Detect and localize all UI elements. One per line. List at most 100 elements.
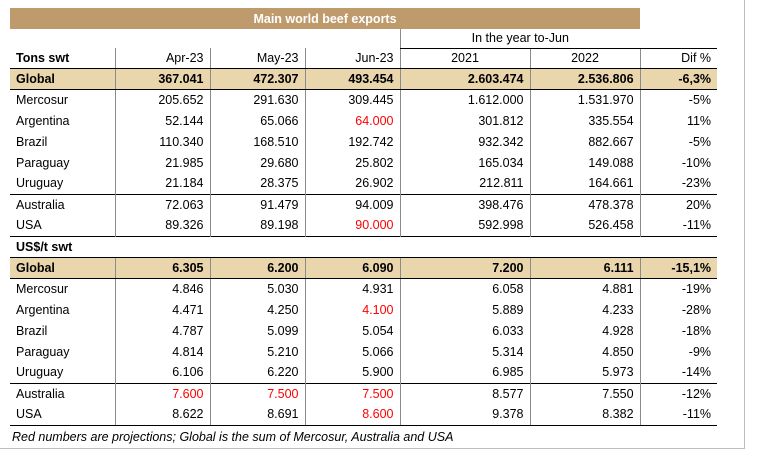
- value-cell: 90.000: [304, 215, 400, 236]
- value-cell: 4.250: [209, 299, 305, 320]
- table-row-paraguay: Paraguay 21.985 29.680 25.802 165.034 149.088…: [10, 152, 718, 173]
- value-cell: 89.326: [114, 215, 210, 236]
- value-cell: 4.931: [304, 278, 400, 299]
- value-cell: 8.577: [399, 382, 530, 404]
- value-cell: 4.850: [529, 341, 641, 362]
- table-row-brazil: Brazil 4.787 5.099 5.054 6.033 4.928 -18%: [10, 320, 718, 341]
- value-cell: -23%: [639, 173, 718, 194]
- value-cell: 301.812: [399, 110, 530, 131]
- value-cell: 4.928: [529, 320, 641, 341]
- subheader-blank: [10, 29, 400, 48]
- row-label: USA: [16, 218, 42, 233]
- row-label: Australia: [10, 193, 115, 215]
- value-cell: 25.802: [304, 152, 400, 173]
- value-cell: 6.033: [399, 320, 530, 341]
- value-cell: 91.479: [209, 193, 305, 215]
- value-cell: 493.454: [304, 67, 400, 90]
- table-row-usa: USA 89.326 89.198 90.000 592.998 526.458 -11%: [10, 215, 718, 236]
- row-label: Uruguay: [16, 176, 64, 191]
- row-label: Mercosur: [16, 281, 69, 296]
- value-cell: 205.652: [114, 89, 210, 110]
- value-cell: -5%: [639, 89, 718, 110]
- value-cell: 309.445: [304, 89, 400, 110]
- title-row: Main world beef exports: [10, 8, 717, 29]
- pane-edge-vertical: [744, 0, 745, 449]
- row-label: Uruguay: [16, 365, 64, 380]
- value-cell: 7.200: [399, 256, 530, 279]
- value-cell: 5.030: [209, 278, 305, 299]
- value-cell: 4.233: [529, 299, 641, 320]
- value-cell: 192.742: [304, 131, 400, 152]
- value-cell: 7.600: [114, 382, 210, 404]
- table-row-australia: Australia 7.600 7.500 7.500 8.577 7.550 -12%: [10, 382, 718, 404]
- value-cell: 932.342: [399, 131, 530, 152]
- value-cell: 398.476: [399, 193, 530, 215]
- value-cell: 165.034: [399, 152, 530, 173]
- value-cell: 291.630: [209, 89, 305, 110]
- table-row-mercosur: Mercosur 205.652 291.630 309.445 1.612.000 1.…: [10, 89, 718, 110]
- value-cell: 65.066: [209, 110, 305, 131]
- table-row-argentina: Argentina 4.471 4.250 4.100 5.889 4.233 -28%: [10, 299, 718, 320]
- value-cell: 29.680: [209, 152, 305, 173]
- value-cell: 5.054: [304, 320, 400, 341]
- table-row-argentina: Argentina 52.144 65.066 64.000 301.812 335.55…: [10, 110, 718, 131]
- value-cell: 21.184: [114, 173, 210, 194]
- value-cell: 94.009: [304, 193, 400, 215]
- table-row-global: Global 6.305 6.200 6.090 7.200 6.111 -15,1%: [10, 256, 718, 279]
- value-cell: 28.375: [209, 173, 305, 194]
- value-cell: 478.378: [529, 193, 641, 215]
- value-cell: 4.471: [114, 299, 210, 320]
- value-cell: 8.622: [114, 404, 210, 426]
- row-label: Brazil: [16, 134, 48, 149]
- value-cell: 164.661: [529, 173, 641, 194]
- value-cell: -10%: [639, 152, 718, 173]
- table-title: Main world beef exports: [10, 8, 641, 29]
- col-header-dif-pct: Dif %: [639, 48, 718, 69]
- value-cell: 4.100: [304, 299, 400, 320]
- value-cell: 6.220: [209, 362, 305, 383]
- value-cell: 21.985: [114, 152, 210, 173]
- value-cell: 526.458: [529, 215, 641, 236]
- value-cell: 335.554: [529, 110, 641, 131]
- value-cell: 472.307: [209, 67, 305, 90]
- row-label: Global: [10, 67, 115, 90]
- title-gap: [640, 8, 717, 29]
- value-cell: 882.667: [529, 131, 641, 152]
- value-cell: 5.066: [304, 341, 400, 362]
- value-cell: -6,3%: [639, 67, 718, 90]
- table-row-usa: USA 8.622 8.691 8.600 9.378 8.382 -11%: [10, 404, 718, 426]
- value-cell: 72.063: [114, 193, 210, 215]
- col-header-may-23: May-23: [209, 48, 305, 69]
- value-cell: 7.550: [529, 382, 641, 404]
- row-label: Brazil: [16, 323, 48, 338]
- value-cell: 149.088: [529, 152, 641, 173]
- value-cell: 52.144: [114, 110, 210, 131]
- value-cell: 4.787: [114, 320, 210, 341]
- value-cell: 26.902: [304, 173, 400, 194]
- value-cell: 168.510: [209, 131, 305, 152]
- value-cell: 8.600: [304, 404, 400, 426]
- footnote: Red numbers are projections; Global is t…: [12, 429, 454, 444]
- pane-edge-horizontal: [0, 448, 745, 449]
- table-row-global: Global 367.041 472.307 493.454 2.603.474 2.53…: [10, 67, 718, 90]
- value-cell: -14%: [639, 362, 718, 383]
- row-label: Argentina: [16, 302, 70, 317]
- value-cell: -5%: [639, 131, 718, 152]
- row-label: Global: [10, 256, 115, 279]
- value-cell: 11%: [639, 110, 718, 131]
- value-cell: 4.814: [114, 341, 210, 362]
- value-cell: -18%: [639, 320, 718, 341]
- table-row-uruguay: Uruguay 21.184 28.375 26.902 212.811 164.661-…: [10, 173, 718, 194]
- value-cell: 5.900: [304, 362, 400, 383]
- value-cell: -12%: [639, 382, 718, 404]
- value-cell: 6.111: [529, 256, 641, 279]
- value-cell: -11%: [639, 404, 718, 426]
- value-cell: 592.998: [399, 215, 530, 236]
- col-header-2022: 2022: [529, 48, 641, 69]
- value-cell: 2.603.474: [399, 67, 530, 90]
- year-span-header: In the year to-Jun: [399, 29, 641, 49]
- value-cell: 7.500: [209, 382, 305, 404]
- value-cell: 1.612.000: [399, 89, 530, 110]
- value-cell: 8.382: [529, 404, 641, 426]
- value-cell: 1.531.970: [529, 89, 641, 110]
